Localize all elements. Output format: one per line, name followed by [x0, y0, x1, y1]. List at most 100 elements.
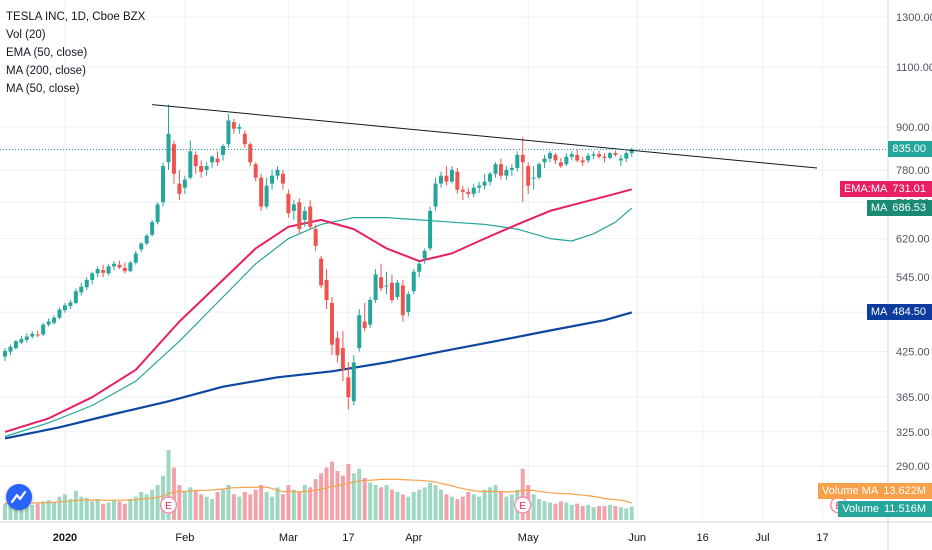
candle-body [122, 267, 127, 272]
candle [19, 335, 24, 344]
candle-body [24, 336, 29, 340]
candle-body [406, 294, 411, 313]
candle [231, 118, 236, 134]
trendline [152, 104, 818, 169]
candle-body [270, 175, 275, 184]
candle [564, 153, 569, 167]
volume-bar [558, 501, 563, 520]
candle-body [351, 362, 356, 402]
candle [335, 331, 340, 363]
candle [417, 261, 422, 278]
candle-body [19, 339, 24, 343]
candle-body [177, 183, 182, 194]
candle-body [275, 169, 280, 176]
candle [624, 151, 629, 163]
candle-body [259, 177, 264, 207]
volume-bar [618, 507, 623, 520]
indicator-ma50[interactable]: MA (50, close) [6, 83, 80, 95]
volume-bar [122, 503, 127, 520]
volume-bar [280, 494, 285, 520]
volume-bar [460, 496, 465, 520]
volume-bar [253, 489, 258, 520]
x-tick-label: Apr [405, 532, 422, 544]
price-label-key: EMA:MA [843, 183, 888, 196]
volume-bar [231, 494, 236, 520]
volume-bar [112, 500, 116, 520]
volume-bar [204, 496, 209, 520]
volume-bar [150, 489, 155, 520]
candle [368, 297, 373, 328]
y-tick-label: 425.00 [896, 347, 930, 359]
candle-body [602, 156, 607, 158]
candle-body [428, 210, 433, 249]
volume-bar [41, 501, 46, 520]
candle [444, 166, 449, 186]
volume-bar [161, 475, 166, 520]
candle-body [182, 179, 187, 188]
earnings-marker[interactable]: E [159, 496, 178, 514]
candle-body [531, 177, 536, 179]
volume-bar [389, 489, 394, 520]
candle-body [368, 299, 373, 325]
volume-bar [542, 501, 547, 520]
candle [406, 291, 411, 317]
volume-bar [68, 499, 73, 520]
volume-bar [106, 502, 111, 520]
candle [411, 269, 416, 295]
tradingview-logo-icon[interactable] [6, 484, 32, 510]
volume-bar [553, 503, 558, 520]
candle-body [280, 173, 285, 184]
indicator-ma200[interactable]: MA (200, close) [6, 65, 86, 77]
candle [330, 297, 334, 356]
y-tick-label: 365.00 [896, 392, 930, 404]
symbol-title[interactable]: TESLA INC, 1D, Cboe BZX [6, 11, 146, 23]
indicator-ema50[interactable]: EMA (50, close) [6, 47, 88, 59]
volume-bar [362, 478, 367, 520]
candle [41, 322, 46, 336]
candle-body [193, 154, 198, 167]
price-label-value: 835.00 [892, 143, 926, 156]
indicator-volume[interactable]: Vol (20) [6, 29, 46, 41]
candle [520, 137, 525, 203]
y-tick-label: 620.00 [896, 234, 930, 246]
volume-bar [13, 506, 18, 520]
candle [79, 282, 84, 296]
candle [253, 162, 258, 182]
candle [90, 271, 95, 285]
candle [221, 144, 225, 161]
volume-bar [52, 502, 57, 520]
candle-body [188, 151, 193, 178]
candle-body [35, 334, 40, 336]
candle [466, 187, 471, 199]
volume-bar [509, 494, 514, 520]
volume-bar [455, 499, 460, 520]
candle-body [379, 277, 384, 289]
earnings-marker[interactable]: E [514, 496, 532, 514]
candle [346, 362, 351, 410]
candle [498, 158, 503, 180]
volume-bar [166, 450, 171, 520]
candle-body [357, 315, 362, 349]
candle [379, 263, 384, 292]
candle [112, 261, 116, 271]
candle [580, 156, 585, 167]
candle [493, 162, 498, 178]
volume-bar [384, 485, 389, 520]
volume-bar [597, 506, 602, 520]
earnings-marker-circle [514, 496, 532, 514]
candle-body [79, 286, 84, 293]
volume-bar [379, 487, 384, 520]
candle-body [471, 187, 476, 194]
volume-bar [291, 489, 296, 520]
candle [52, 315, 57, 325]
candle-body [171, 144, 176, 174]
x-tick-label: 2020 [53, 532, 77, 544]
candle [150, 219, 155, 237]
candle-body [515, 154, 520, 168]
candle-body [161, 166, 166, 203]
candle-body [73, 291, 78, 303]
candle-body [291, 204, 296, 211]
volume-bar [406, 496, 411, 520]
volume-bar [351, 473, 356, 520]
